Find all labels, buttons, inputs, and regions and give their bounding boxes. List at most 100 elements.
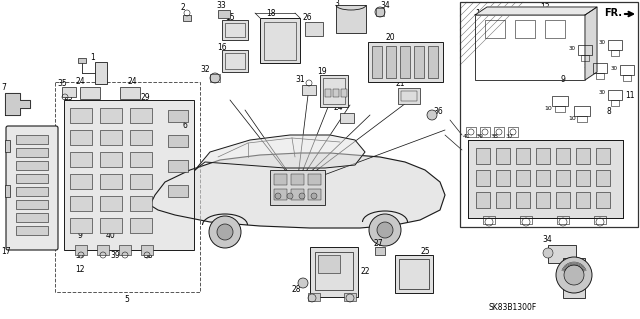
Bar bbox=[475, 15, 585, 80]
Bar bbox=[100, 130, 122, 145]
Bar bbox=[344, 293, 356, 301]
Bar bbox=[100, 108, 122, 123]
Text: 1: 1 bbox=[91, 54, 95, 63]
Bar bbox=[225, 23, 245, 37]
Bar bbox=[578, 45, 592, 55]
Bar bbox=[476, 148, 490, 164]
Bar bbox=[64, 100, 194, 250]
FancyBboxPatch shape bbox=[6, 126, 58, 250]
Bar bbox=[323, 78, 345, 104]
Bar bbox=[315, 252, 353, 290]
Text: 7: 7 bbox=[1, 84, 6, 93]
Bar bbox=[556, 170, 570, 186]
Bar bbox=[291, 189, 304, 200]
Bar bbox=[401, 91, 417, 101]
Bar bbox=[320, 75, 348, 107]
Circle shape bbox=[217, 224, 233, 240]
Text: 24: 24 bbox=[333, 103, 343, 113]
Text: 38: 38 bbox=[143, 251, 153, 261]
Bar bbox=[496, 148, 510, 164]
Bar bbox=[556, 192, 570, 208]
Bar bbox=[5, 140, 10, 152]
Bar bbox=[16, 226, 48, 235]
Bar bbox=[16, 187, 48, 196]
Bar bbox=[16, 213, 48, 222]
Bar bbox=[398, 88, 420, 104]
Bar bbox=[318, 255, 340, 273]
Text: 39: 39 bbox=[110, 251, 120, 261]
Text: 24: 24 bbox=[75, 78, 85, 86]
Text: 14: 14 bbox=[475, 9, 485, 18]
Circle shape bbox=[543, 248, 553, 258]
Circle shape bbox=[311, 193, 317, 199]
Bar bbox=[78, 58, 86, 63]
Bar bbox=[545, 20, 565, 38]
Bar bbox=[496, 170, 510, 186]
Bar bbox=[556, 148, 570, 164]
Bar bbox=[222, 20, 248, 40]
Text: 31: 31 bbox=[295, 75, 305, 84]
Bar bbox=[516, 148, 530, 164]
Text: 33: 33 bbox=[216, 1, 226, 10]
Bar bbox=[70, 196, 92, 211]
Bar bbox=[95, 62, 107, 84]
Bar bbox=[516, 170, 530, 186]
Bar bbox=[340, 113, 354, 123]
Polygon shape bbox=[150, 153, 445, 228]
Bar bbox=[536, 170, 550, 186]
Text: 34: 34 bbox=[542, 235, 552, 244]
Text: SK83B1300F: SK83B1300F bbox=[489, 302, 537, 311]
Circle shape bbox=[298, 278, 308, 288]
Text: 38: 38 bbox=[490, 133, 498, 138]
Bar bbox=[485, 20, 505, 38]
Text: 32: 32 bbox=[200, 65, 210, 75]
Text: FR.: FR. bbox=[604, 8, 622, 18]
Bar bbox=[333, 89, 339, 97]
Bar bbox=[75, 245, 87, 255]
Bar bbox=[468, 140, 623, 218]
Polygon shape bbox=[195, 135, 365, 170]
Bar bbox=[508, 127, 518, 137]
Bar bbox=[336, 5, 366, 33]
Text: 30: 30 bbox=[598, 91, 605, 95]
Bar bbox=[552, 96, 568, 106]
Bar bbox=[168, 110, 188, 122]
Bar bbox=[120, 87, 140, 99]
Bar bbox=[16, 200, 48, 209]
Bar bbox=[460, 2, 638, 227]
Bar bbox=[608, 40, 622, 50]
Bar bbox=[620, 65, 634, 75]
Text: 9: 9 bbox=[561, 76, 565, 85]
Bar bbox=[130, 196, 152, 211]
Text: 13: 13 bbox=[540, 4, 550, 12]
Text: 15: 15 bbox=[225, 12, 235, 21]
Bar bbox=[594, 216, 606, 224]
Bar bbox=[130, 174, 152, 189]
Bar bbox=[576, 148, 590, 164]
Text: 12: 12 bbox=[76, 265, 84, 275]
Text: 41: 41 bbox=[463, 133, 471, 138]
Bar bbox=[16, 135, 48, 144]
Bar bbox=[536, 148, 550, 164]
Polygon shape bbox=[585, 7, 597, 80]
Bar bbox=[119, 245, 131, 255]
Bar bbox=[536, 192, 550, 208]
Text: 3: 3 bbox=[335, 0, 339, 8]
Text: 10: 10 bbox=[568, 115, 576, 121]
Circle shape bbox=[427, 110, 437, 120]
Text: 4: 4 bbox=[580, 291, 584, 300]
Bar bbox=[596, 192, 610, 208]
Bar bbox=[168, 135, 188, 147]
Bar bbox=[100, 196, 122, 211]
Bar bbox=[62, 87, 76, 97]
Bar bbox=[183, 15, 191, 21]
Bar bbox=[274, 189, 287, 200]
Bar bbox=[593, 63, 607, 73]
Bar bbox=[375, 247, 385, 255]
Bar bbox=[395, 255, 433, 293]
Text: 17: 17 bbox=[1, 248, 11, 256]
Bar bbox=[225, 53, 245, 69]
Bar bbox=[611, 50, 619, 56]
Text: 30: 30 bbox=[568, 46, 575, 50]
Bar bbox=[555, 106, 565, 112]
